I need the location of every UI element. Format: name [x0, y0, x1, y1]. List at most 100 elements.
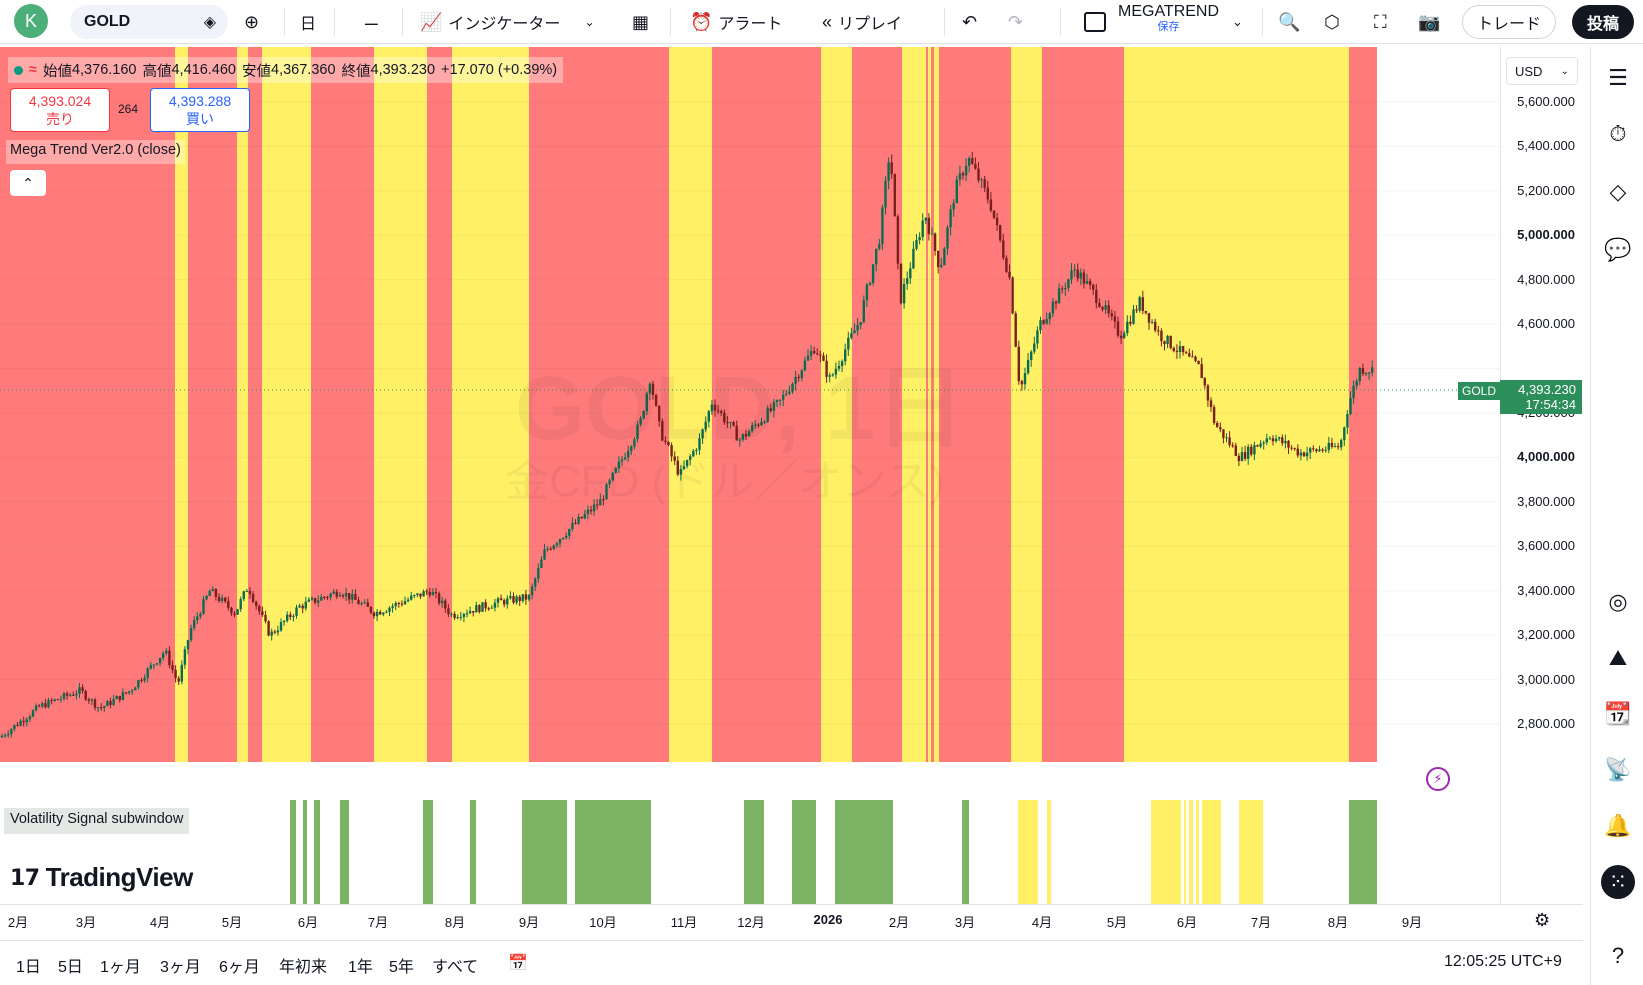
candle-body [847, 337, 850, 350]
candle-body [710, 404, 714, 412]
bearish-zone [926, 47, 928, 762]
undo-button[interactable]: ↶ [962, 6, 977, 38]
candle-body [1138, 297, 1141, 311]
volatility-signal-bar [290, 800, 296, 904]
interval-button[interactable]: 日 [300, 6, 316, 38]
currency-select[interactable]: USD ⌄ [1506, 57, 1578, 85]
candle-body [1231, 445, 1234, 447]
watchlist-icon[interactable]: ☰ [1608, 65, 1628, 90]
volatility-warning-bar [1047, 800, 1051, 904]
sell-button[interactable]: 4,393.024 売り [10, 88, 110, 132]
timeframe-button[interactable]: すべて [432, 959, 479, 976]
candle-body [93, 699, 97, 708]
axis-settings-icon[interactable]: ⚙ [1534, 910, 1551, 930]
timeframe-button[interactable]: 6ヶ月 [219, 959, 260, 976]
chat-icon[interactable]: 💬 [1604, 237, 1632, 262]
candle-body [1079, 272, 1082, 279]
buy-button[interactable]: 4,393.288 買い [150, 88, 250, 132]
chart-type-button[interactable]: 𝍠 [364, 6, 379, 38]
quick-search-button[interactable]: 🔍 [1278, 6, 1300, 38]
candle-body [1154, 321, 1157, 331]
settings-button[interactable]: ⬡ [1324, 6, 1340, 38]
timeframe-button[interactable]: 5年 [389, 959, 414, 976]
candle-body [1110, 313, 1113, 317]
timeframe-button[interactable]: 1日 [16, 959, 41, 976]
candle-body [906, 278, 909, 284]
ideas-icon[interactable]: ⛰ [1608, 645, 1628, 670]
candle-body [236, 609, 239, 615]
candle-body [329, 593, 332, 598]
goto-date-button[interactable]: 📅 [508, 953, 528, 973]
candle-body [1358, 368, 1361, 382]
candle-body [202, 599, 205, 614]
indicators-button[interactable]: 📈 インジケーター ⌄ [420, 6, 595, 38]
timeframe-button[interactable]: 年初来 [279, 959, 328, 976]
volatility-subwindow[interactable] [0, 800, 1500, 904]
divider [402, 8, 403, 36]
news-feed-icon[interactable]: 📡 [1604, 757, 1632, 782]
divider [1262, 8, 1263, 36]
candle-body [1005, 257, 1008, 272]
candle-body [320, 596, 323, 601]
price-chart-svg[interactable] [0, 47, 1500, 799]
candle-body [636, 424, 639, 440]
time-tick-label: 3月 [75, 915, 97, 930]
snapshot-button[interactable]: 📷 [1418, 6, 1440, 38]
layouts-button[interactable]: ▦ [632, 6, 649, 38]
symbol-search[interactable]: GOLD ◈ [70, 5, 228, 39]
candle-body [385, 611, 388, 613]
collapse-legend-button[interactable]: ⌃ [10, 170, 46, 196]
candle-body [844, 349, 847, 362]
alert-button[interactable]: ⏰ アラート [690, 6, 782, 38]
trade-button[interactable]: トレード [1462, 5, 1556, 39]
time-tick-label: 2026 [813, 912, 843, 927]
tradingview-logo[interactable]: 𝟭𝟳 TradingView [10, 862, 193, 893]
layout-menu-button[interactable]: ⌄ [1232, 6, 1243, 38]
candle-body [977, 168, 980, 181]
divider [670, 8, 671, 36]
alerts-clock-icon[interactable]: ⏱ [1609, 121, 1627, 146]
fullscreen-button[interactable]: ⛶ [1374, 6, 1387, 38]
bearish-zone [939, 47, 944, 762]
neutral-zone [1011, 47, 1042, 762]
timeframe-button[interactable]: 5日 [58, 959, 83, 976]
candle-body [509, 596, 512, 599]
replay-button[interactable]: « リプレイ [822, 6, 902, 38]
layout-checkbox[interactable] [1084, 6, 1106, 38]
layout-name[interactable]: MEGATREND 保存 [1118, 4, 1219, 33]
lightning-icon[interactable]: ⚡ [1426, 767, 1450, 791]
target-icon[interactable]: ◎ [1608, 589, 1628, 614]
indicator-legend[interactable]: Mega Trend Ver2.0 (close) [6, 140, 185, 164]
candle-body [1259, 443, 1262, 447]
timeframe-button[interactable]: 1ヶ月 [100, 959, 141, 976]
candle-body [933, 233, 937, 251]
clock[interactable]: 12:05:25 UTC+9 [1444, 953, 1562, 970]
candle-body [472, 611, 475, 613]
notifications-bell-icon[interactable]: 🔔 [1604, 813, 1632, 838]
apps-grid-icon[interactable]: ⁙ [1601, 865, 1635, 899]
main-chart-pane[interactable] [0, 47, 1500, 799]
post-button[interactable]: 投稿 [1572, 5, 1634, 39]
candle-body [1092, 284, 1095, 290]
help-icon[interactable]: ? [1611, 943, 1625, 968]
layers-icon[interactable]: ◇ [1609, 179, 1627, 204]
candle-body [961, 173, 965, 176]
price-axis[interactable]: 5,600.000 5,400.000 5,200.000 5,000.000 4,80… [1500, 47, 1583, 904]
diamond-icon[interactable]: ◈ [203, 14, 216, 31]
candle-body [1054, 301, 1058, 304]
redo-button[interactable]: ↷ [1008, 6, 1023, 38]
price-tick-label: 4,800.000 [1517, 271, 1575, 287]
current-price-value: 4,393.230 [1518, 382, 1576, 397]
candle-body [530, 586, 534, 596]
timeframe-button[interactable]: 1年 [348, 959, 373, 976]
timeframe-button[interactable]: 3ヶ月 [160, 959, 201, 976]
user-avatar[interactable]: K [14, 4, 48, 38]
volatility-warning-bar [1184, 800, 1186, 904]
time-axis[interactable] [0, 904, 1583, 936]
calendar-icon[interactable]: 📆 [1604, 701, 1632, 726]
subwindow-legend[interactable]: Volatility Signal subwindow [4, 808, 190, 834]
candle-body [899, 263, 903, 304]
add-symbol-button[interactable]: ⊕ [244, 6, 259, 38]
price-tick-label: 3,000.000 [1517, 671, 1575, 687]
price-tick-label: 5,200.000 [1517, 182, 1575, 198]
